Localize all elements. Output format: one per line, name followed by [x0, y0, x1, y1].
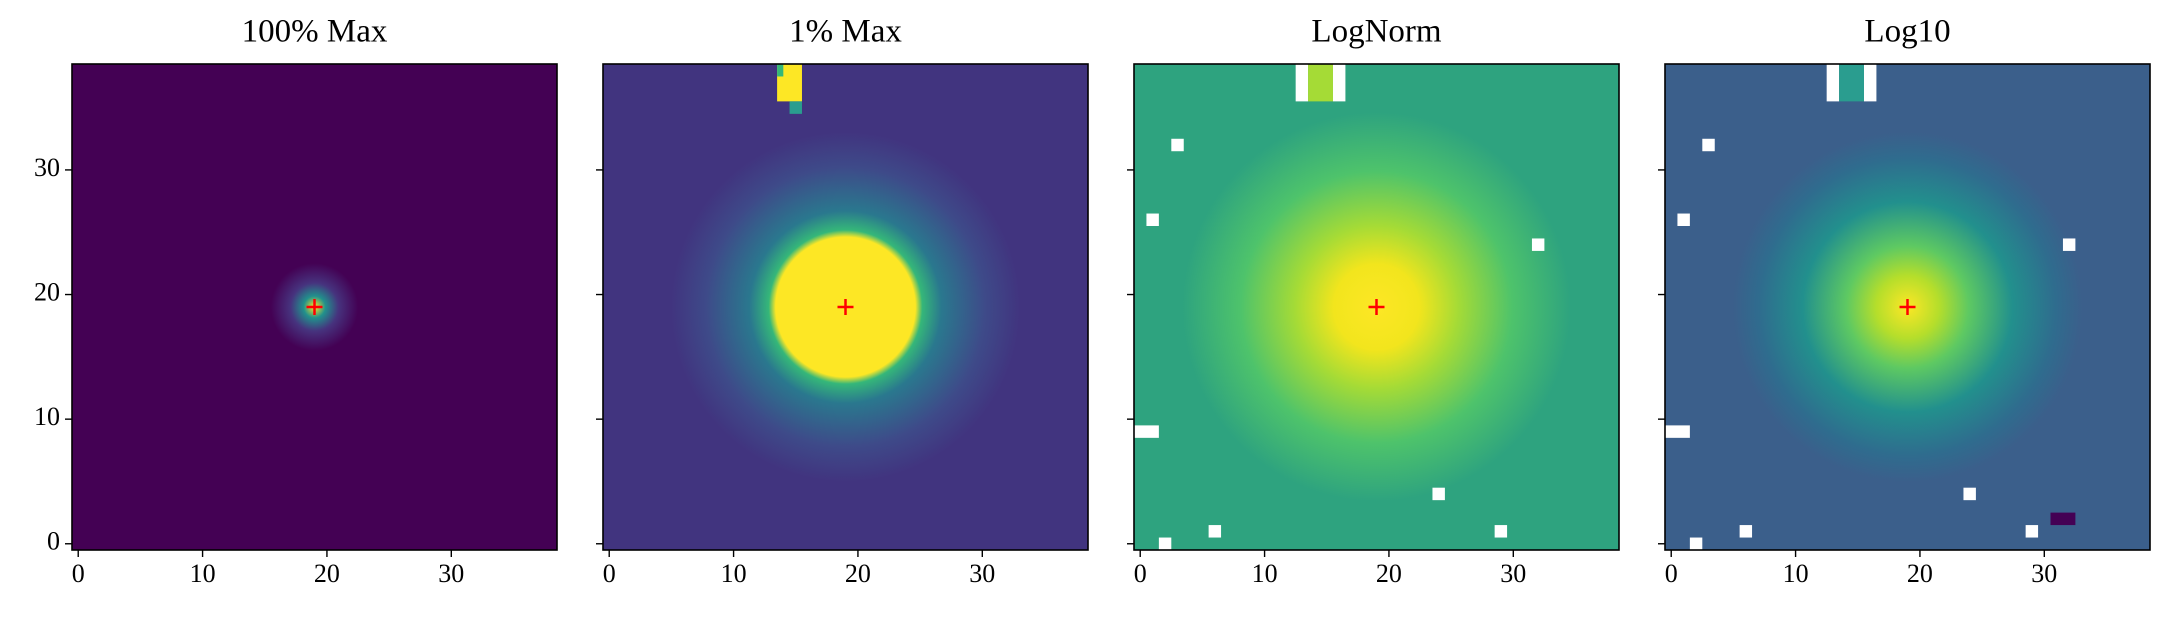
y-tick-label: 10 — [34, 402, 60, 431]
image-pixel — [2050, 512, 2076, 526]
x-tick-label: 0 — [603, 559, 616, 588]
image-pixel — [1308, 64, 1333, 102]
x-tick-label: 0 — [72, 559, 85, 588]
panel: 1% Max 0 10 20 30 — [596, 14, 1089, 588]
x-tick-label: 0 — [1665, 559, 1678, 588]
x-tick-label: 10 — [1252, 559, 1278, 588]
panel-title: Log10 — [1864, 14, 1950, 50]
image-pixel — [1839, 64, 1864, 102]
image-pixel — [1134, 425, 1159, 438]
axes-frame — [1133, 63, 1620, 551]
marker — [1899, 299, 1916, 315]
image-pixel — [1208, 525, 1222, 538]
image-pixel — [1432, 487, 1445, 501]
y-tick-label: 20 — [34, 278, 60, 307]
image-pixel — [1494, 525, 1508, 538]
marker — [306, 299, 323, 315]
axes-frame — [602, 63, 1089, 551]
axes-frame — [71, 63, 558, 551]
x-tick-label: 20 — [1907, 559, 1933, 588]
x-tick-label: 20 — [314, 559, 340, 588]
marker — [837, 299, 854, 315]
panel-title: LogNorm — [1311, 14, 1441, 50]
y-tick-label: 0 — [47, 527, 60, 556]
image-pixel — [1739, 525, 1753, 538]
x-tick-label: 30 — [438, 559, 464, 588]
image-pixel — [1158, 537, 1172, 550]
image-pixel — [1146, 213, 1159, 226]
panel: Log10 0 10 20 30 — [1658, 14, 2151, 588]
x-tick-label: 30 — [2031, 559, 2057, 588]
panel: 100% Max 0 10 20 30 0 10 20 30 — [34, 14, 558, 588]
axes-frame — [1664, 63, 2151, 551]
x-tick-label: 10 — [190, 559, 216, 588]
image-pixel — [1677, 213, 1690, 226]
x-tick-label: 30 — [969, 559, 995, 588]
image-pixel — [1963, 487, 1976, 501]
x-tick-label: 20 — [845, 559, 871, 588]
image-pixel — [1531, 238, 1545, 251]
panel-title: 100% Max — [242, 14, 388, 50]
image-pixel — [1863, 64, 1877, 102]
image-pixel — [789, 101, 802, 114]
image-pixel — [1826, 64, 1840, 102]
marker — [1368, 299, 1385, 315]
panel-title: 1% Max — [789, 14, 902, 50]
image-pixel — [1689, 537, 1703, 550]
image-pixel — [2025, 525, 2039, 538]
image-pixel — [1332, 64, 1346, 102]
x-tick-label: 10 — [721, 559, 747, 588]
y-tick-label: 30 — [34, 153, 60, 182]
image-pixel — [777, 64, 784, 77]
image-pixel — [1665, 425, 1690, 438]
x-tick-label: 0 — [1134, 559, 1147, 588]
x-tick-label: 30 — [1500, 559, 1526, 588]
image-pixel — [1295, 64, 1309, 102]
image-pixel — [2062, 238, 2076, 251]
image-pixel — [1171, 138, 1184, 152]
x-tick-label: 20 — [1376, 559, 1402, 588]
x-tick-label: 10 — [1783, 559, 1809, 588]
panel: LogNorm 0 10 20 30 — [1127, 14, 1620, 588]
image-pixel — [1702, 138, 1715, 152]
